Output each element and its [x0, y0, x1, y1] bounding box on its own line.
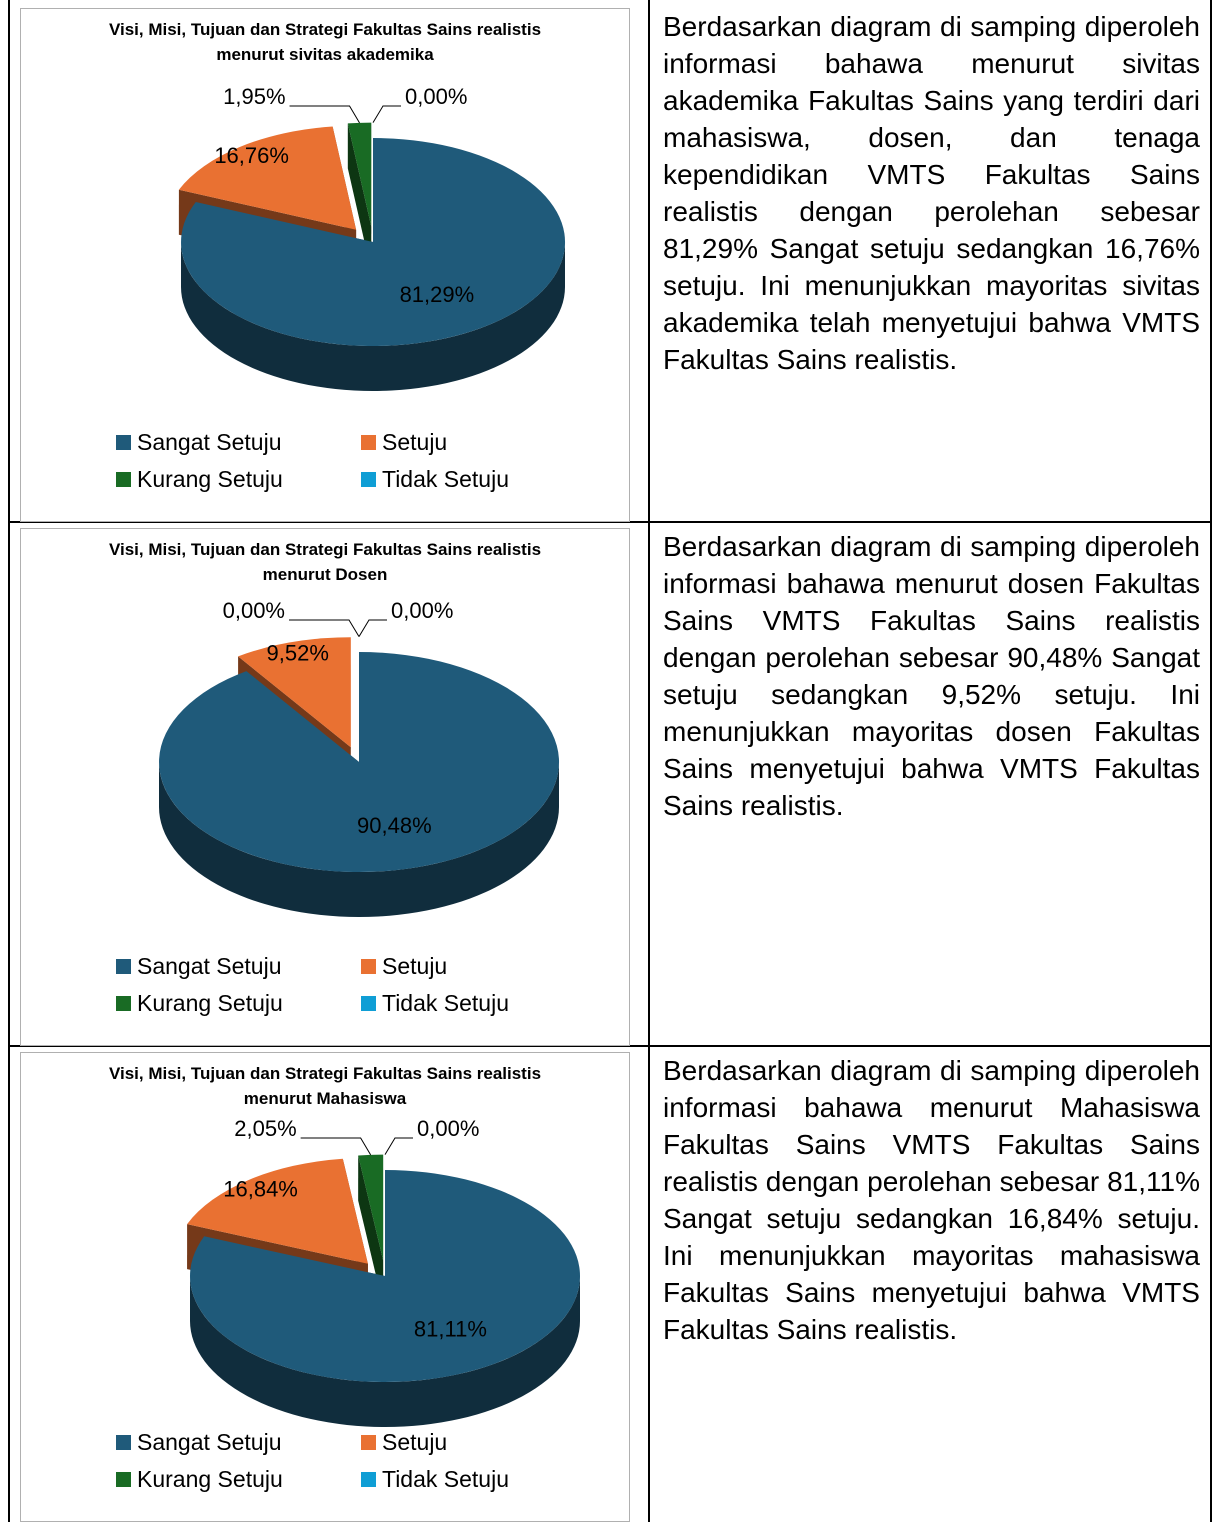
pie-slice — [181, 138, 566, 347]
data-label: 9,52% — [267, 641, 329, 666]
pie-slice — [159, 652, 560, 872]
legend-label: Kurang Setuju — [137, 466, 283, 492]
legend-item: Kurang Setuju — [116, 990, 361, 1017]
paragraph: Berdasarkan diagram di samping diperoleh… — [663, 531, 1200, 821]
legend-item: Sangat Setuju — [116, 953, 361, 980]
chart-box: Visi, Misi, Tujuan dan Strategi Fakultas… — [20, 1052, 630, 1522]
chart-title: Visi, Misi, Tujuan dan Strategi Fakultas… — [108, 540, 542, 584]
table-border — [8, 0, 10, 1522]
legend-item: Sangat Setuju — [116, 1429, 361, 1456]
pie-chart: 90,48% 9,52% 0,00% 0,00% — [159, 598, 560, 917]
legend-item: Setuju — [361, 429, 561, 456]
pie-side — [159, 762, 559, 917]
table-border — [8, 521, 1212, 523]
leader-line — [372, 105, 401, 123]
pie-side — [358, 1155, 384, 1306]
legend-swatch — [361, 1472, 376, 1487]
pie-slice — [358, 1154, 384, 1261]
paragraph: Berdasarkan diagram di samping diperoleh… — [663, 11, 1200, 375]
leader-line — [358, 619, 387, 637]
legend: Sangat Setuju Setuju Kurang Setuju Tidak Se… — [116, 429, 561, 493]
pie-side — [181, 242, 565, 391]
legend-label: Setuju — [382, 953, 448, 979]
chart-title: Visi, Misi, Tujuan dan Strategi Fakultas… — [108, 20, 542, 64]
legend-item: Tidak Setuju — [361, 1466, 561, 1493]
data-label: 90,48% — [357, 813, 432, 838]
pie-side — [190, 1276, 580, 1427]
data-label: 1,95% — [223, 84, 285, 109]
data-label: 0,00% — [417, 1116, 479, 1141]
legend-label: Tidak Setuju — [382, 990, 509, 1016]
chart-box: Visi, Misi, Tujuan dan Strategi Fakultas… — [20, 528, 630, 1046]
data-label: 81,11% — [414, 1317, 487, 1342]
pie-slice — [347, 122, 372, 227]
legend-swatch — [116, 435, 131, 450]
leader-line — [300, 1137, 372, 1156]
chart-box: Visi, Misi, Tujuan dan Strategi Fakultas… — [20, 8, 630, 522]
table-border — [1210, 0, 1212, 1522]
legend-item: Setuju — [361, 953, 561, 980]
legend-item: Setuju — [361, 1429, 561, 1456]
paragraph: Berdasarkan diagram di samping diperoleh… — [663, 1055, 1200, 1345]
table-border — [8, 1045, 1212, 1047]
data-label: 0,00% — [391, 598, 453, 623]
data-label: 81,29% — [400, 282, 475, 307]
pie-slice — [187, 1158, 368, 1264]
legend-item: Tidak Setuju — [361, 466, 561, 493]
legend-item: Tidak Setuju — [361, 990, 561, 1017]
pie-slice — [238, 637, 351, 748]
data-label: 0,00% — [405, 84, 467, 109]
leader-line — [289, 619, 360, 637]
data-label: 16,84% — [223, 1176, 298, 1201]
chart-title: Visi, Misi, Tujuan dan Strategi Fakultas… — [108, 1064, 542, 1108]
legend-label: Sangat Setuju — [137, 1429, 282, 1455]
legend-label: Tidak Setuju — [382, 1466, 509, 1492]
table-border — [648, 0, 650, 1522]
data-label: 0,00% — [223, 598, 285, 623]
legend-swatch — [116, 959, 131, 974]
legend-swatch — [361, 435, 376, 450]
leader-line — [289, 105, 360, 124]
legend-label: Sangat Setuju — [137, 429, 282, 455]
legend-swatch — [361, 959, 376, 974]
legend-swatch — [361, 996, 376, 1011]
legend-item: Kurang Setuju — [116, 1466, 361, 1493]
legend-swatch — [116, 1472, 131, 1487]
pie-slice — [190, 1170, 581, 1382]
legend-label: Kurang Setuju — [137, 1466, 283, 1492]
legend-label: Kurang Setuju — [137, 990, 283, 1016]
pie-chart: 81,11% 16,84% 2,05% 0,00% — [187, 1116, 581, 1427]
legend-swatch — [116, 1435, 131, 1450]
pie-slice — [178, 126, 357, 230]
legend-item: Kurang Setuju — [116, 466, 361, 493]
legend-item: Sangat Setuju — [116, 429, 361, 456]
legend-swatch — [361, 472, 376, 487]
legend-swatch — [116, 472, 131, 487]
legend-label: Setuju — [382, 1429, 448, 1455]
data-label: 16,76% — [214, 143, 289, 168]
legend: Sangat Setuju Setuju Kurang Setuju Tidak Se… — [116, 1429, 561, 1493]
legend-swatch — [116, 996, 131, 1011]
data-label: 2,05% — [234, 1116, 296, 1141]
legend-label: Sangat Setuju — [137, 953, 282, 979]
pie-side — [347, 123, 372, 272]
pie-chart: 81,29% 16,76% 1,95% 0,00% — [178, 84, 566, 391]
legend: Sangat Setuju Setuju Kurang Setuju Tidak Se… — [116, 953, 561, 1017]
legend-label: Tidak Setuju — [382, 466, 509, 492]
leader-line — [384, 1137, 413, 1155]
legend-label: Setuju — [382, 429, 448, 455]
legend-swatch — [361, 1435, 376, 1450]
